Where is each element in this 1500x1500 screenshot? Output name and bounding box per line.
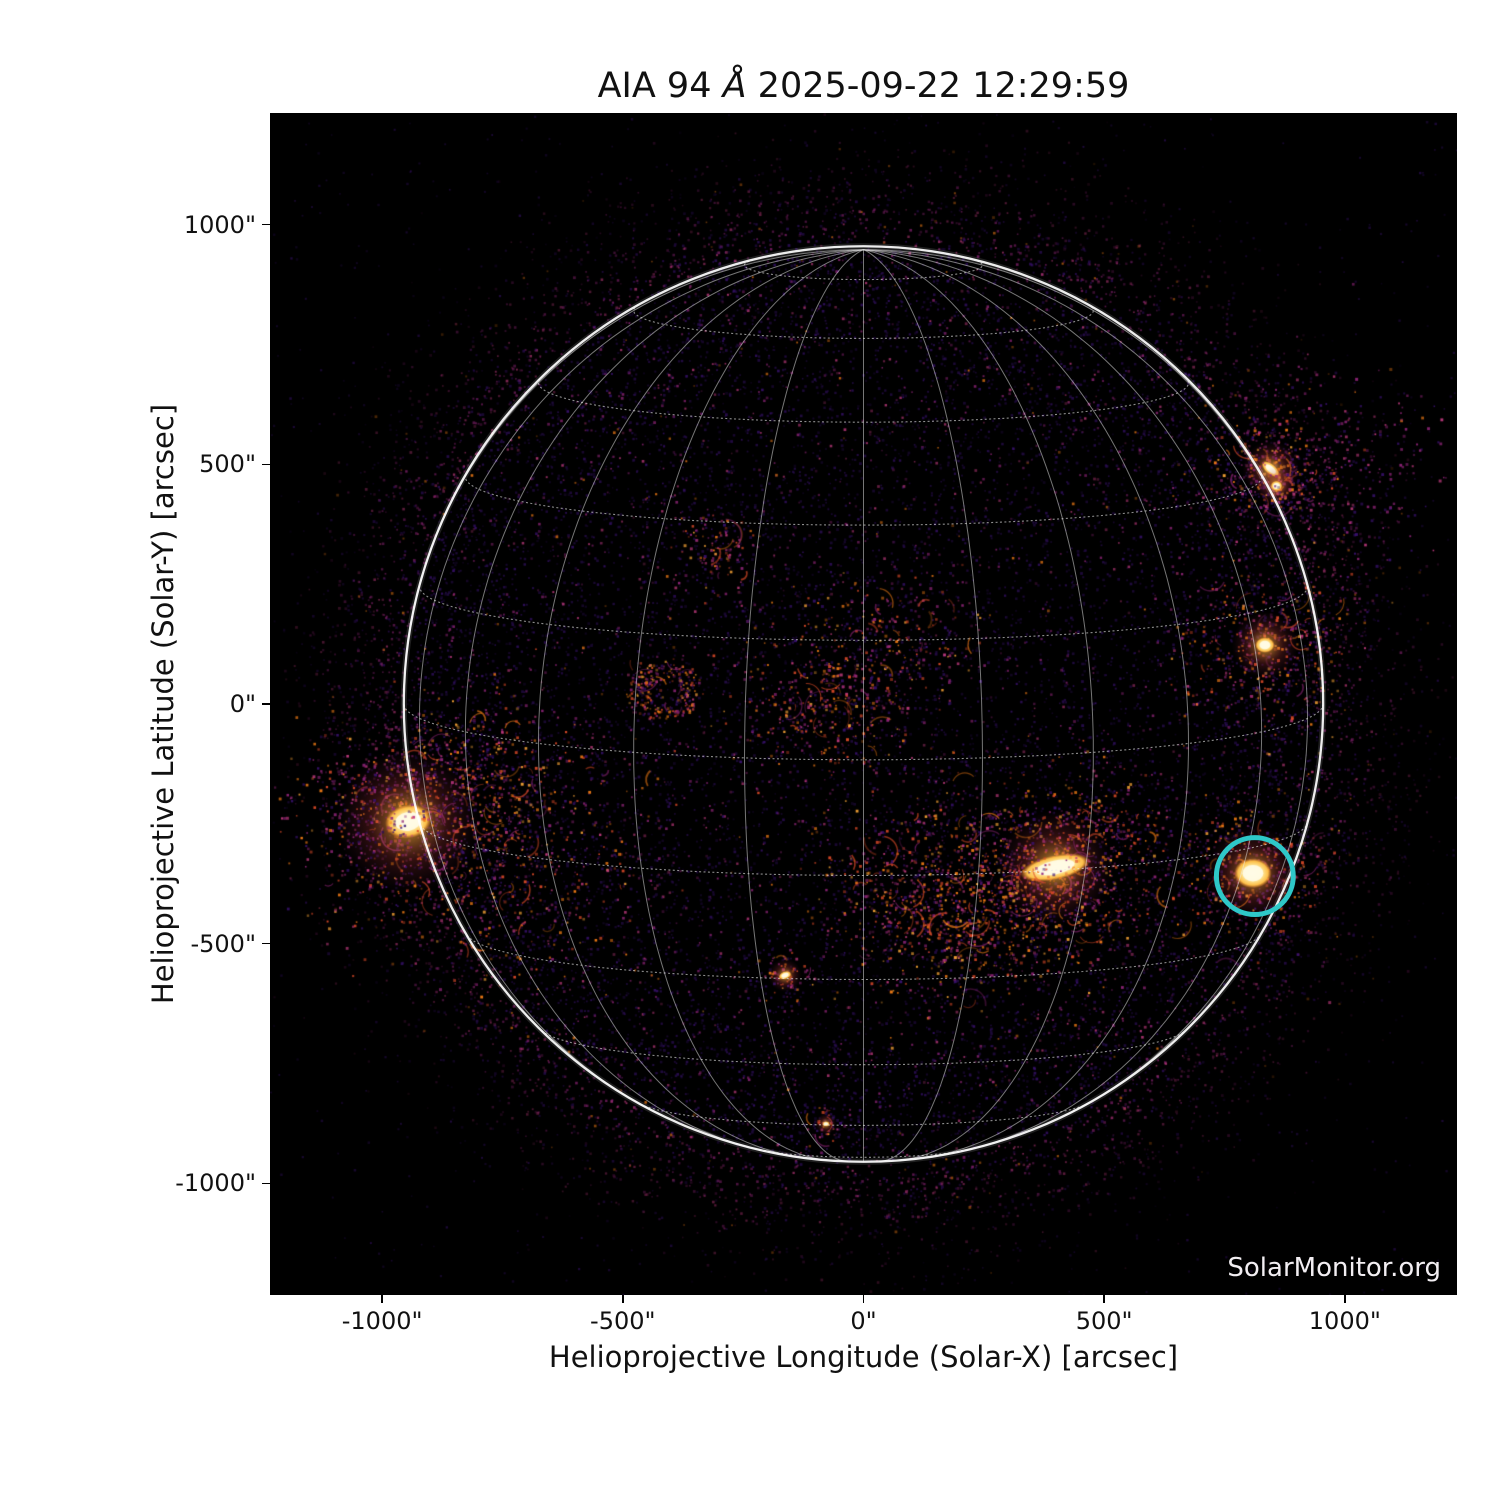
x-tick-label: 1000" — [1308, 1307, 1381, 1335]
x-tick-label: 0" — [850, 1307, 877, 1335]
y-tick-mark — [262, 1182, 270, 1185]
x-tick-label: -500" — [590, 1307, 656, 1335]
solar-image-plot: SolarMonitor.org — [270, 113, 1457, 1295]
flare-annotation-circle — [1213, 835, 1296, 918]
grid-meridian — [863, 249, 1094, 1161]
y-tick-label: -500" — [190, 929, 256, 958]
x-tick-label: 500" — [1075, 1307, 1133, 1335]
grid-parallel — [466, 935, 1261, 981]
y-tick-mark — [262, 942, 270, 945]
grid-parallel — [743, 259, 984, 281]
x-tick-mark — [1344, 1295, 1346, 1303]
solar-limb — [402, 245, 1325, 1163]
grid-parallel — [403, 704, 1324, 761]
y-tick-label: 500" — [199, 450, 256, 479]
grid-parallel — [541, 1030, 1186, 1066]
y-tick-label: -1000" — [175, 1169, 256, 1198]
grid-meridian — [863, 249, 1190, 1159]
y-tick-mark — [262, 223, 270, 226]
grid-meridian — [403, 249, 864, 693]
grid-parallel — [759, 1149, 969, 1158]
x-tick-mark — [381, 1295, 383, 1303]
grid-meridian — [633, 249, 864, 1161]
grid-parallel — [640, 1103, 1088, 1126]
page-title: AIA 94 Å 2025-09-22 12:29:59 — [597, 66, 1130, 106]
x-axis-label: Helioprojective Longitude (Solar-X) [arc… — [548, 1340, 1179, 1374]
x-tick-mark — [1103, 1295, 1105, 1303]
grid-parallel — [537, 377, 1190, 423]
x-tick-mark — [862, 1295, 865, 1303]
grid-parallel — [419, 823, 1308, 877]
y-tick-mark — [262, 463, 270, 466]
heliographic-grid-overlay — [400, 243, 1327, 1165]
grid-meridian — [863, 249, 984, 1162]
x-tick-mark — [622, 1295, 624, 1303]
grid-meridian — [863, 249, 1324, 693]
grid-meridian — [743, 249, 864, 1162]
grid-meridian — [464, 249, 864, 1151]
grid-meridian — [418, 249, 864, 1116]
grid-meridian — [537, 249, 864, 1159]
watermark: SolarMonitor.org — [1227, 1253, 1441, 1283]
y-tick-mark — [262, 703, 270, 705]
grid-parallel — [464, 473, 1263, 526]
y-tick-label: 0" — [229, 690, 256, 718]
y-tick-label: 1000" — [183, 210, 256, 239]
grid-meridian — [863, 249, 1263, 1151]
x-tick-label: -1000" — [341, 1307, 423, 1335]
grid-parallel — [418, 585, 1309, 641]
grid-meridian — [863, 249, 1309, 1116]
